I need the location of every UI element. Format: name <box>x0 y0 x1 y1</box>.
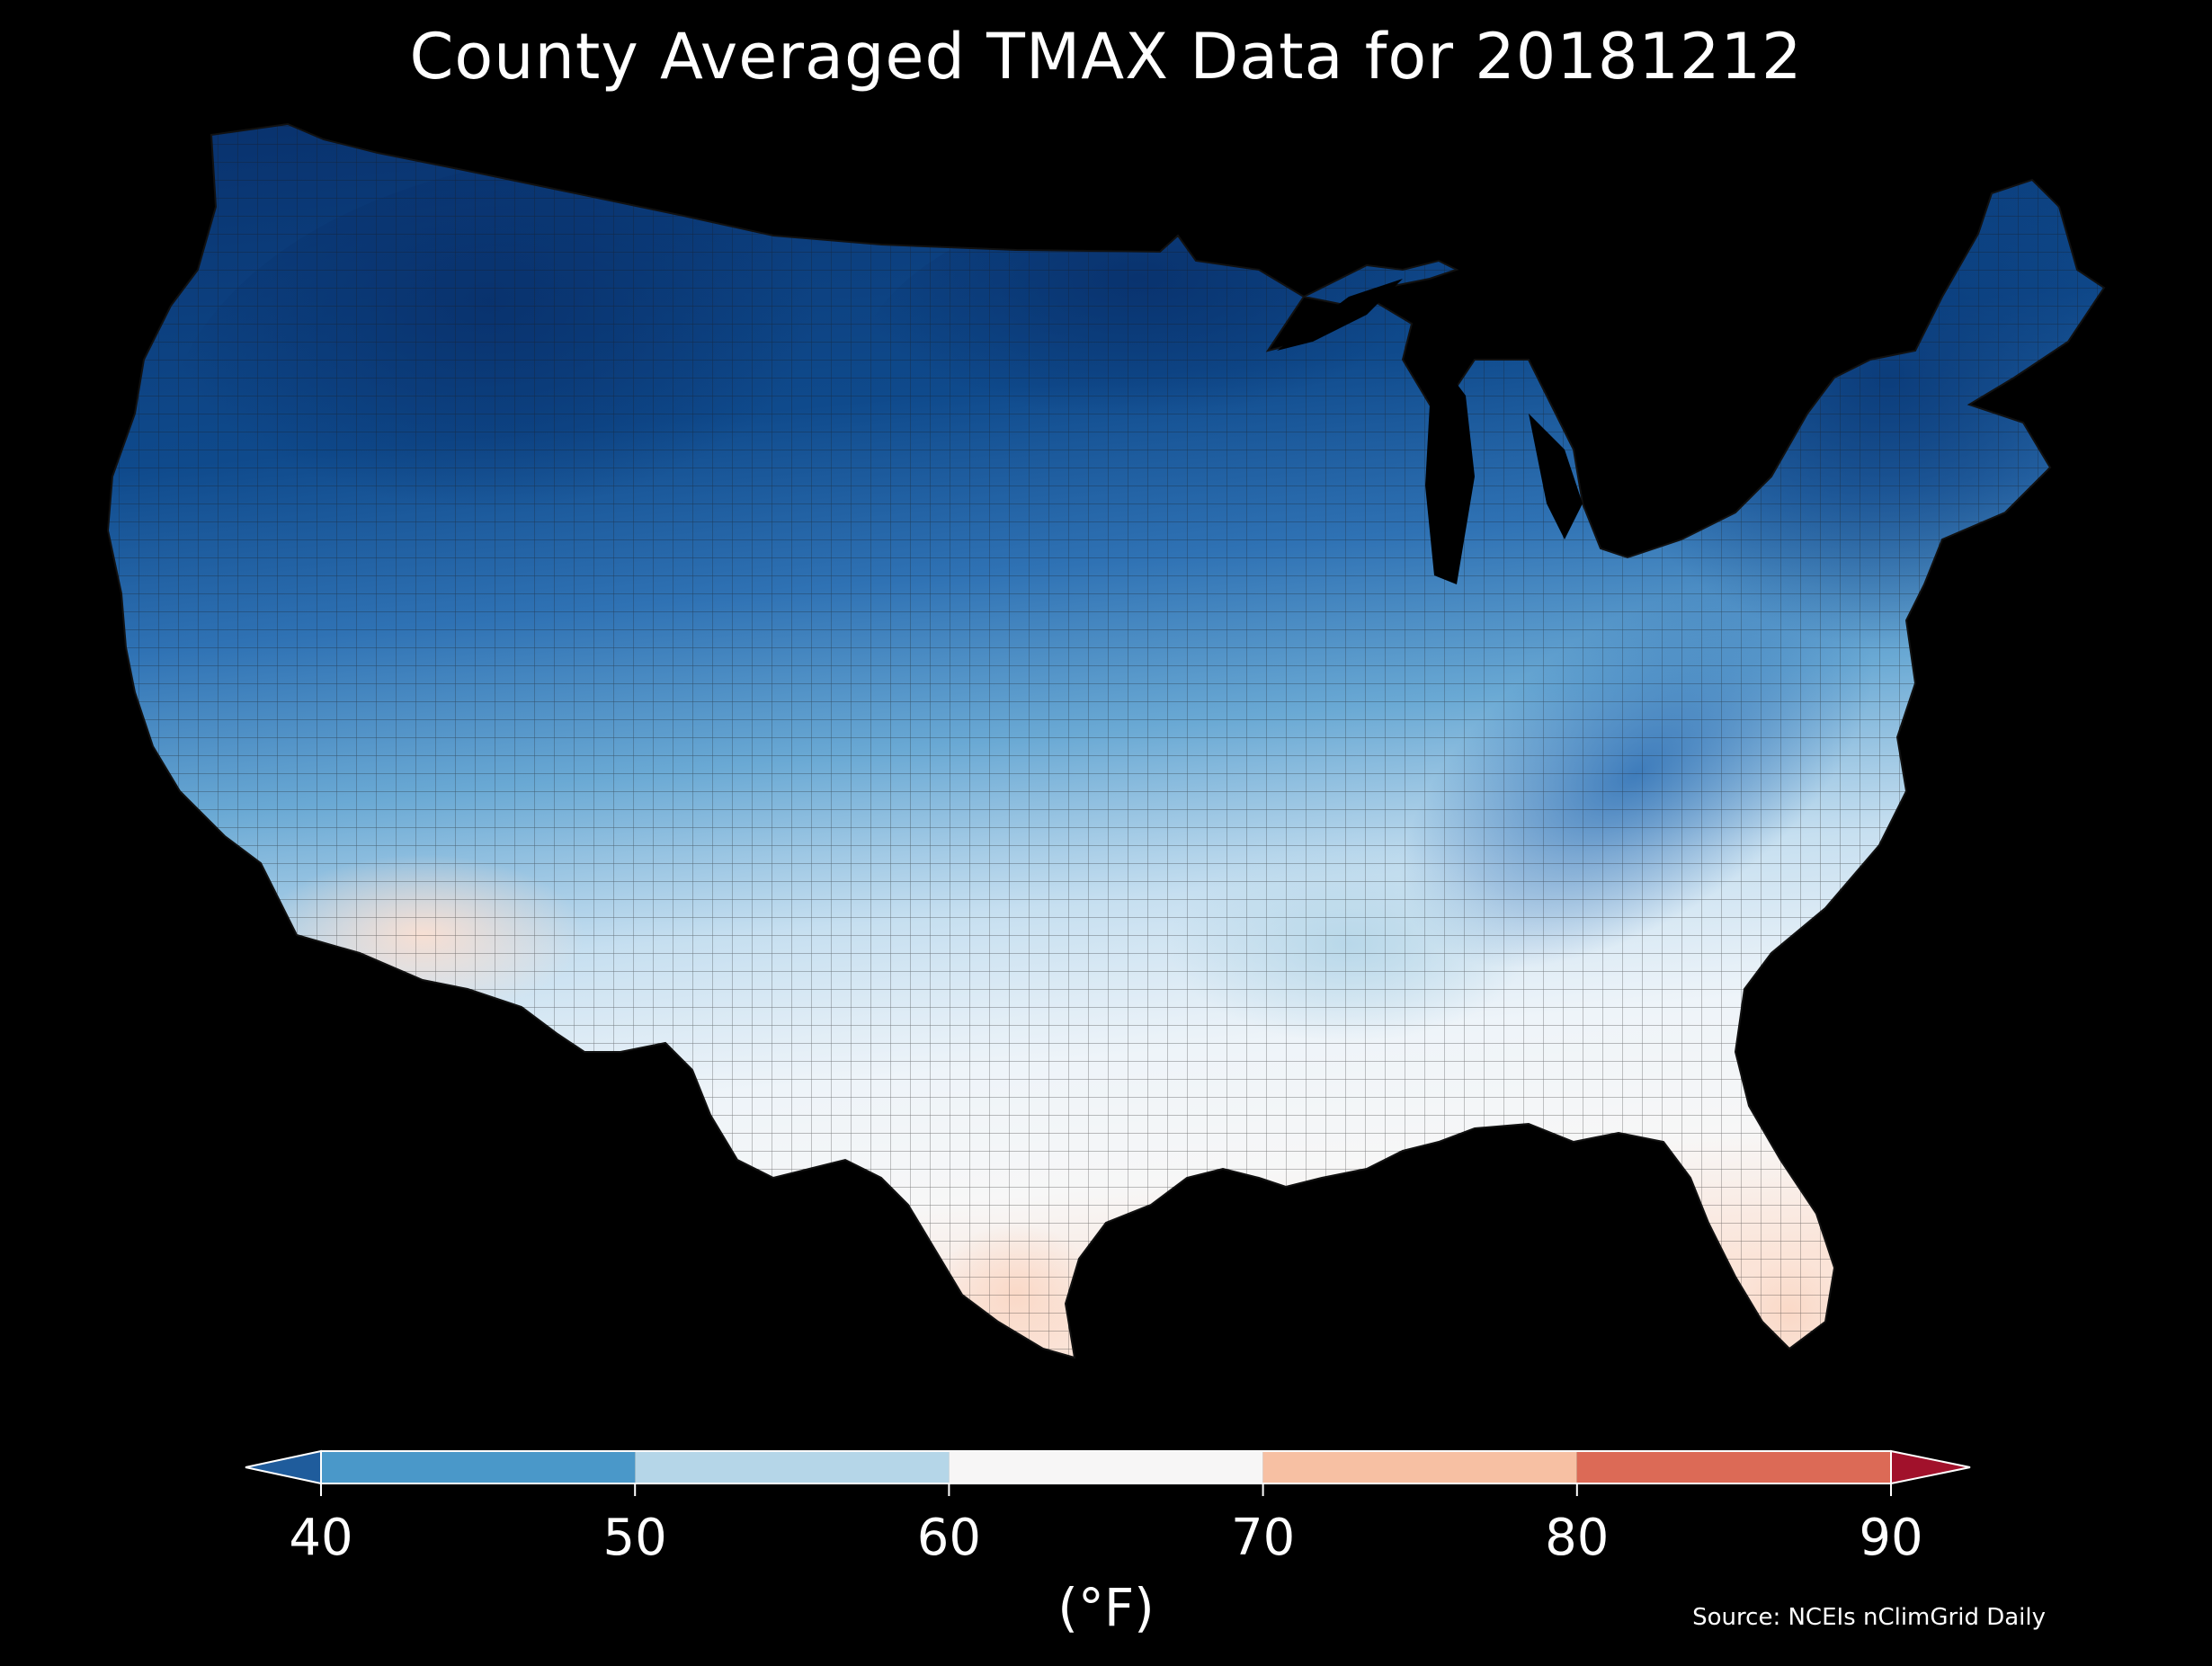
colorbar-bin-1 <box>635 1451 950 1483</box>
colorbar-tick-label: 90 <box>1859 1509 1923 1567</box>
colorbar-tick-label: 80 <box>1545 1509 1610 1567</box>
colorbar-tick-label: 40 <box>289 1509 353 1567</box>
colorbar-tick-label: 60 <box>916 1509 982 1567</box>
colorbar-under-arrow <box>245 1449 322 1485</box>
lake-michigan <box>1425 360 1475 584</box>
colorbar-bin-3 <box>1262 1451 1577 1483</box>
lake-superior <box>1277 279 1403 351</box>
map-title: County Averaged TMAX Data for 20181212 <box>409 20 1803 94</box>
lake-huron <box>1529 414 1583 539</box>
source-credit: Source: NCEIs nClimGrid Daily <box>1692 1604 2046 1631</box>
colorbar-over-arrow <box>1890 1449 1971 1485</box>
colorbar-tick-label: 50 <box>602 1509 667 1567</box>
colorbar-unit-label: (°F) <box>1057 1577 1155 1638</box>
colorbar <box>245 1449 1971 1496</box>
colorbar-bin-2 <box>949 1451 1263 1483</box>
colorbar-bin-0 <box>321 1451 636 1483</box>
colorbar-bin-4 <box>1576 1451 1891 1483</box>
us-counties-layer <box>108 124 2104 1358</box>
colorbar-frame <box>320 1450 1892 1484</box>
colorbar-tick-label: 70 <box>1230 1509 1296 1567</box>
